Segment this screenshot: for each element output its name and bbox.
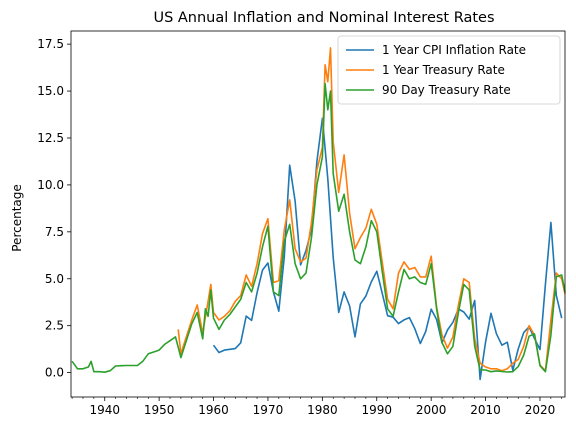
y-tick-label: 2.5 — [45, 319, 64, 333]
series-layer — [71, 47, 566, 381]
x-tick-label: 2000 — [416, 403, 447, 417]
series-line-2 — [177, 47, 566, 372]
y-tick-label: 10.0 — [37, 178, 64, 192]
legend: 1 Year CPI Inflation Rate 1 Year Treasury… — [337, 35, 561, 105]
x-tick-label: 1990 — [361, 403, 392, 417]
x-tick-label: 1970 — [253, 403, 284, 417]
y-tick-label: 17.5 — [37, 37, 64, 51]
y-axis-ticks: 0.0 2.5 5.0 7.5 10.0 12.5 15.0 17.5 — [37, 37, 71, 380]
x-tick-label: 1960 — [198, 403, 229, 417]
y-tick-label: 0.0 — [45, 366, 64, 380]
legend-label: 90 Day Treasury Rate — [382, 83, 511, 97]
legend-label: 1 Year CPI Inflation Rate — [382, 43, 526, 57]
x-axis-ticks: 1940 1950 1960 1970 1980 1990 2000 2010 2020 — [71, 397, 563, 417]
legend-label: 1 Year Treasury Rate — [382, 63, 505, 77]
x-tick-label: 2020 — [525, 403, 556, 417]
series-line-1 — [212, 117, 563, 381]
x-tick-label: 2010 — [470, 403, 501, 417]
legend-box — [337, 35, 561, 105]
plot-area: 1940 1950 1960 1970 1980 1990 2000 2010 2020 0.0… — [37, 30, 566, 417]
x-tick-label: 1940 — [89, 403, 120, 417]
y-tick-label: 12.5 — [37, 131, 64, 145]
y-tick-label: 5.0 — [45, 272, 64, 286]
y-tick-label: 15.0 — [37, 84, 64, 98]
y-tick-label: 7.5 — [45, 225, 64, 239]
x-tick-label: 1980 — [307, 403, 338, 417]
axes-frame — [70, 30, 566, 398]
y-axis-label: Percentage — [10, 184, 24, 252]
series-line-3 — [71, 82, 566, 374]
x-tick-label: 1950 — [144, 403, 175, 417]
chart-title: US Annual Inflation and Nominal Interest… — [153, 10, 494, 26]
